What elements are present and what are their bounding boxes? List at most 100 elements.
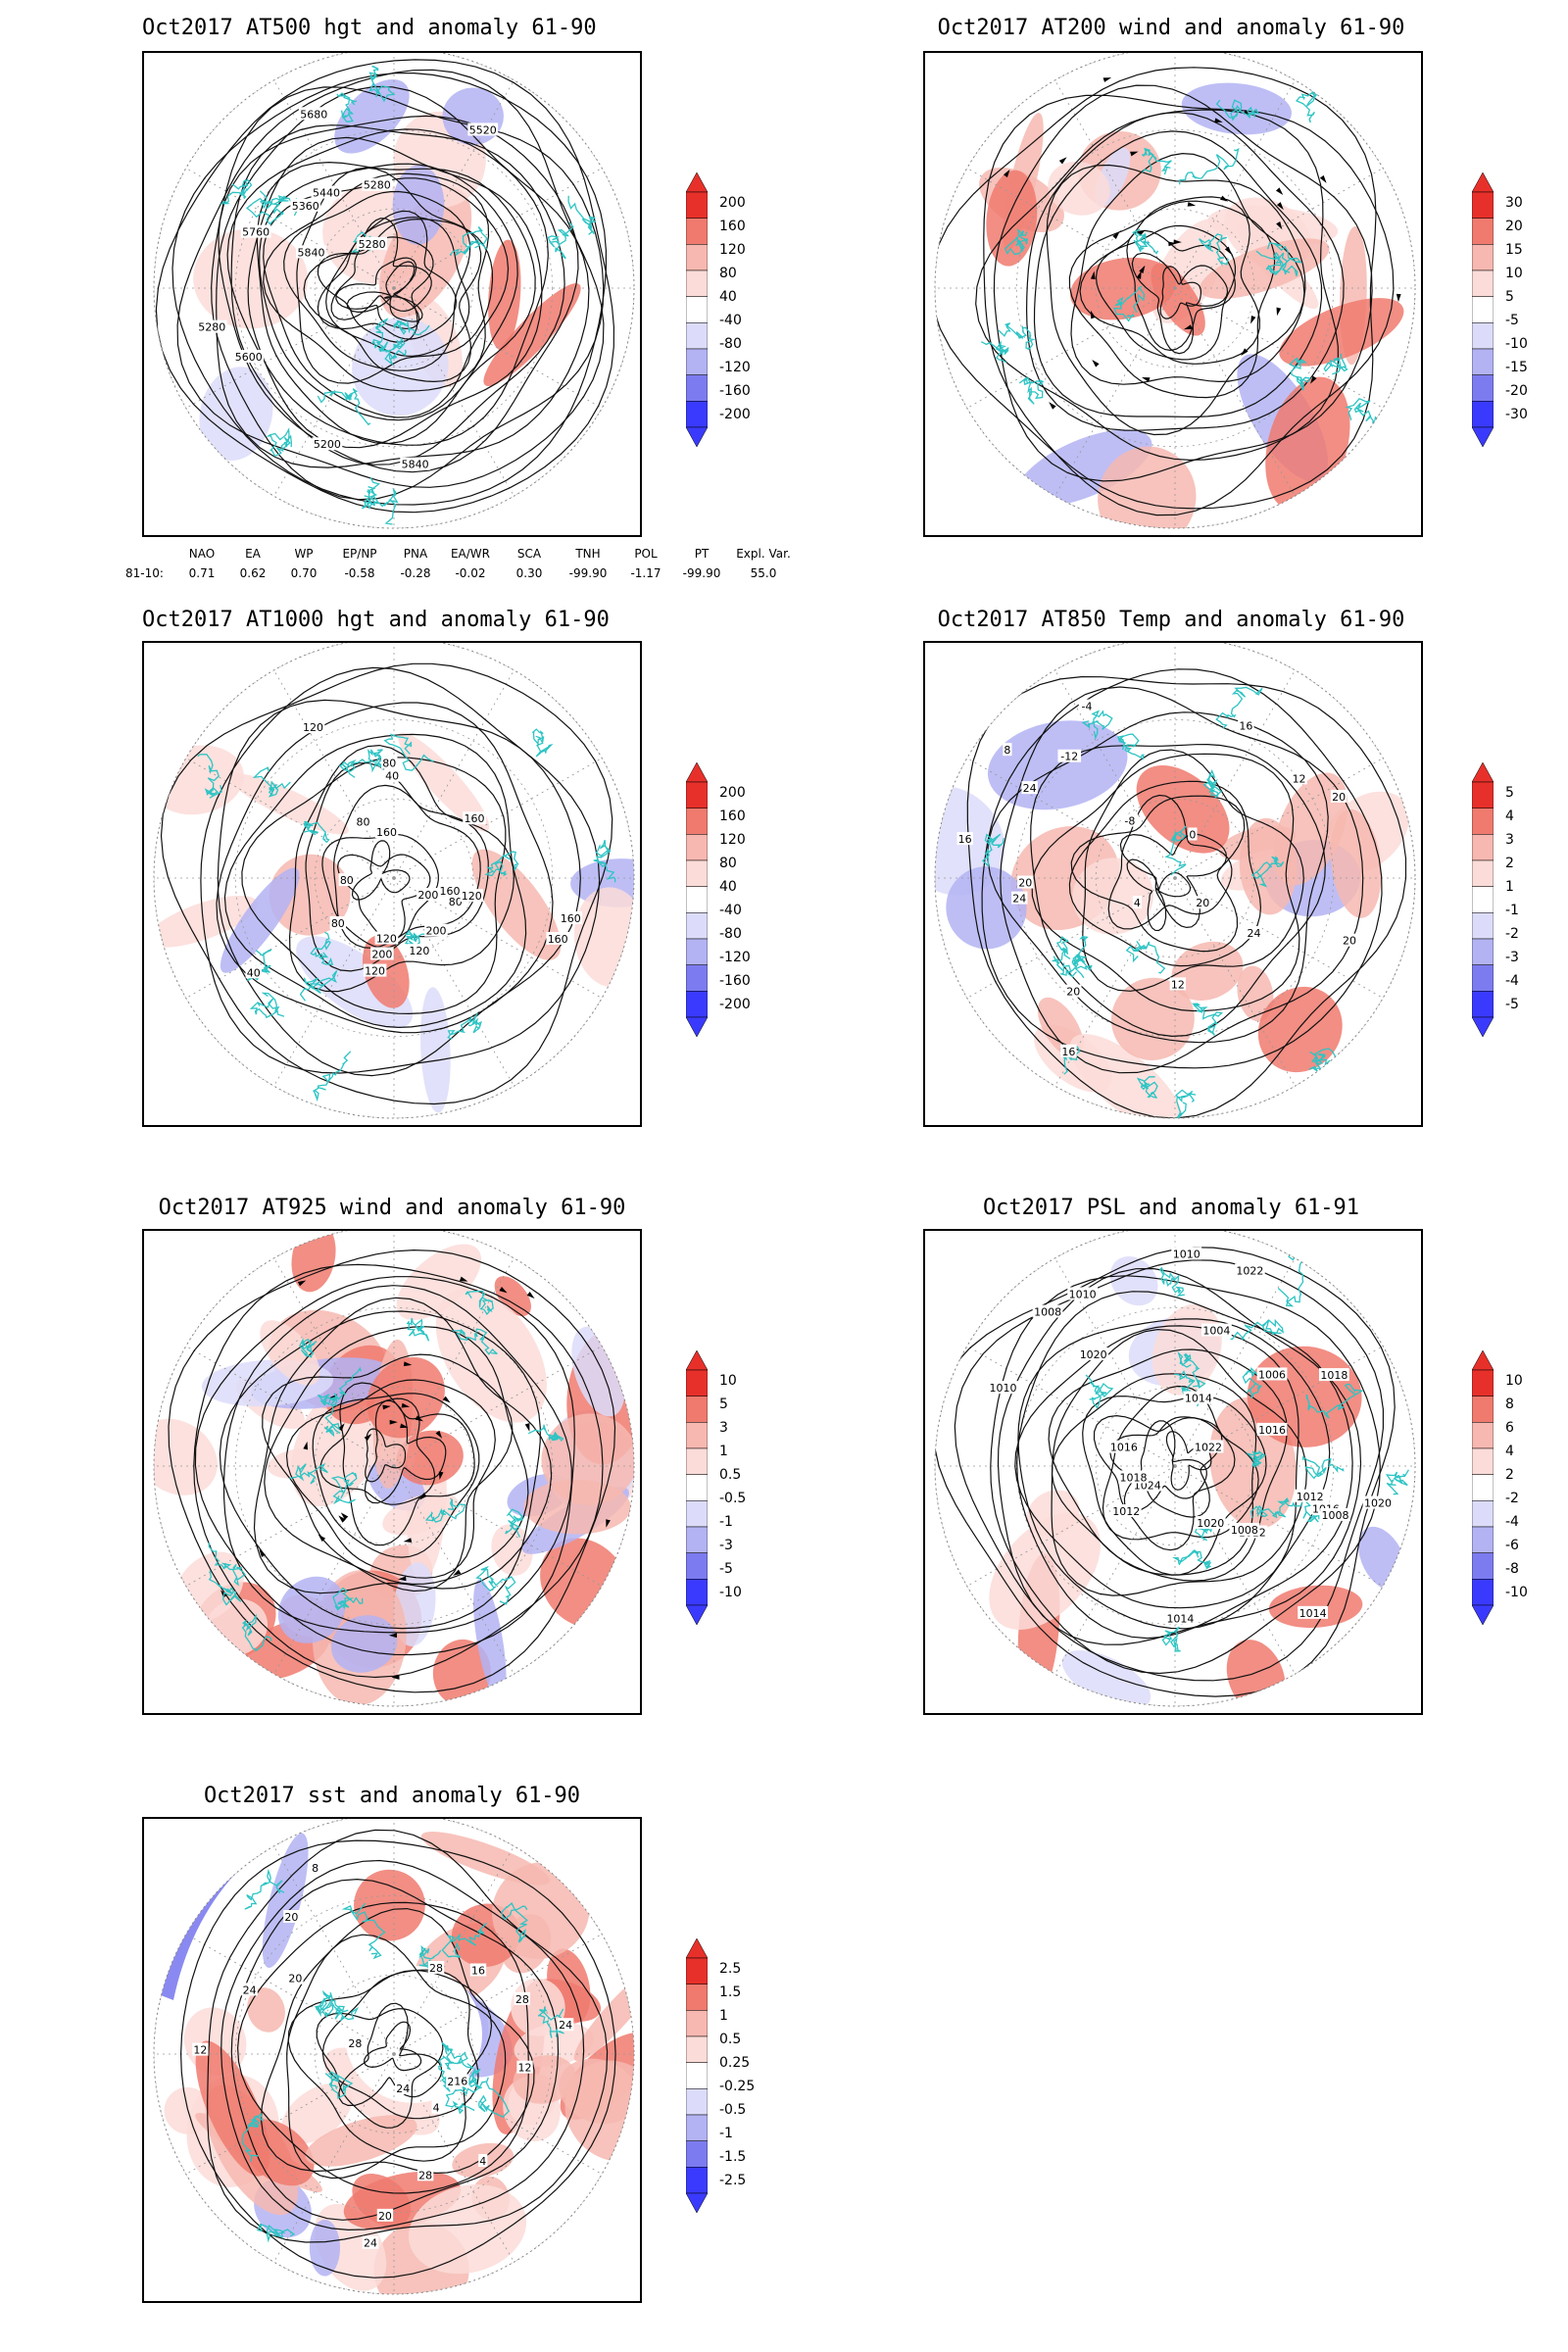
coastline [1215,99,1260,122]
coastline [1265,242,1303,275]
colorbar [1472,762,1494,1037]
contour-line [263,172,490,392]
colorbar-label: 4 [1505,808,1514,824]
meridian [393,287,603,409]
meridian [185,1465,395,1587]
latitude-circle [314,1386,474,1546]
map-frame[interactable] [142,1229,642,1715]
coastline [406,1318,430,1342]
map-frame[interactable]: 1010101410161022101810201024102010081006… [923,1229,1423,1715]
coastline [341,1902,386,1960]
colorbar-label: 30 [1505,195,1523,211]
colorbar-label: -2 [1505,1491,1519,1506]
map-frame[interactable] [923,51,1423,537]
colorbar-cell [686,1526,708,1553]
meridian [1174,669,1296,879]
coastline [1171,1549,1212,1570]
latitude-circle [314,208,474,368]
meridian [185,1934,395,2055]
colorbar-arrow-top [1472,1350,1494,1371]
contour-label: 200 [425,925,446,938]
coastline [501,1902,528,1943]
contour-label-bg [400,457,431,470]
contour-label: 20 [1066,986,1080,999]
contour-label: 1012 [1112,1505,1140,1518]
colorbar-label: -3 [1505,950,1519,965]
contour-label-bg [311,185,342,199]
contour-label-bg [241,1983,258,1996]
wind-arrow [1187,201,1197,207]
map-boundary [153,1231,635,1707]
contour-line [236,1901,529,2194]
colorbar-label: -10 [1505,336,1528,352]
colorbar-label: -1 [1505,903,1519,918]
contour-label-bg [438,884,462,898]
coastline [244,1868,285,1910]
contour-label-bg [1246,925,1262,939]
contour-line [247,136,543,449]
coastline [313,1051,352,1102]
colorbar-cell [1472,1552,1494,1580]
wind-arrow [1276,202,1284,211]
map-frame[interactable]: 80 120 160 200 160 40 80 120 120 40 200 200 80 160 80 1… [142,641,642,1127]
colorbar-cell [1472,191,1494,219]
anomaly-shading [199,367,273,462]
wind-arrow [1276,307,1282,317]
contour-label-bg [1067,1287,1099,1300]
wind-arrow [318,1534,326,1543]
contour-label: 16 [1239,719,1252,732]
colorbar-label: -2 [1505,926,1519,942]
contour-label: 28 [515,1993,529,2006]
contour-label-bg [233,350,265,364]
contour-line [263,177,510,418]
contour-line [346,261,423,322]
meridian [185,287,395,409]
polar-map: 1010101410161022101810201024102010081006… [934,1231,1416,1707]
contour-label: 200 [371,948,392,960]
contour-label-bg [362,177,393,191]
map-frame[interactable]: 5840 5280 5280 5280 5200 5360 5440 5520 5600 5680… [142,51,642,537]
colorbar-cell [686,2114,708,2141]
coastline [314,1996,349,2020]
tele-value: -1.17 [630,566,662,580]
map-boundary [153,1819,635,2295]
coastline [1323,353,1348,375]
colorbar-label: 80 [719,266,737,281]
contour-label: 1012 [1297,1491,1324,1503]
map-frame[interactable]: 28282420161284242016122824202828244 [142,1817,642,2303]
wind-arrow [419,1493,427,1500]
meridian [185,168,395,289]
colorbar-cell [1472,218,1494,245]
tele-header: Expl. Var. [736,547,791,561]
meridian [1054,669,1176,879]
contour-label-bg [1193,1440,1224,1453]
colorbar-label: 200 [719,785,746,801]
contour-label: 4 [433,2102,440,2115]
wind-arrow [297,1280,307,1287]
coastline [1161,1626,1181,1652]
contour-line [316,2008,444,2129]
wind-arrow [1220,195,1229,202]
colorbar-cell [686,2088,708,2116]
contour-label: 160 [376,826,397,839]
meridian [966,287,1176,409]
wind-arrow [1310,375,1317,384]
contour-label-bg [1169,977,1187,991]
coastline [1305,1383,1364,1419]
contour-label-bg [381,756,398,769]
anomaly-shading [398,732,490,832]
contour-line [288,744,514,993]
map-frame[interactable]: 16 16 12 20 16 -12 -8 -4 20 20 24 24 12 8 24 20 20 4 0 [923,641,1423,1127]
contour-line [1159,266,1201,319]
contour-label: 5200 [314,438,341,451]
coastline [593,840,616,883]
contour-line [325,217,470,357]
coastline [531,728,554,758]
colorbar-label: 10 [719,1373,737,1389]
contour-label: 160 [465,812,485,825]
contour-label: 0 [1189,829,1196,842]
colorbar-arrow-bottom [1472,1604,1494,1625]
colorbar-cell [686,1957,708,1984]
meridian [393,1845,514,2055]
